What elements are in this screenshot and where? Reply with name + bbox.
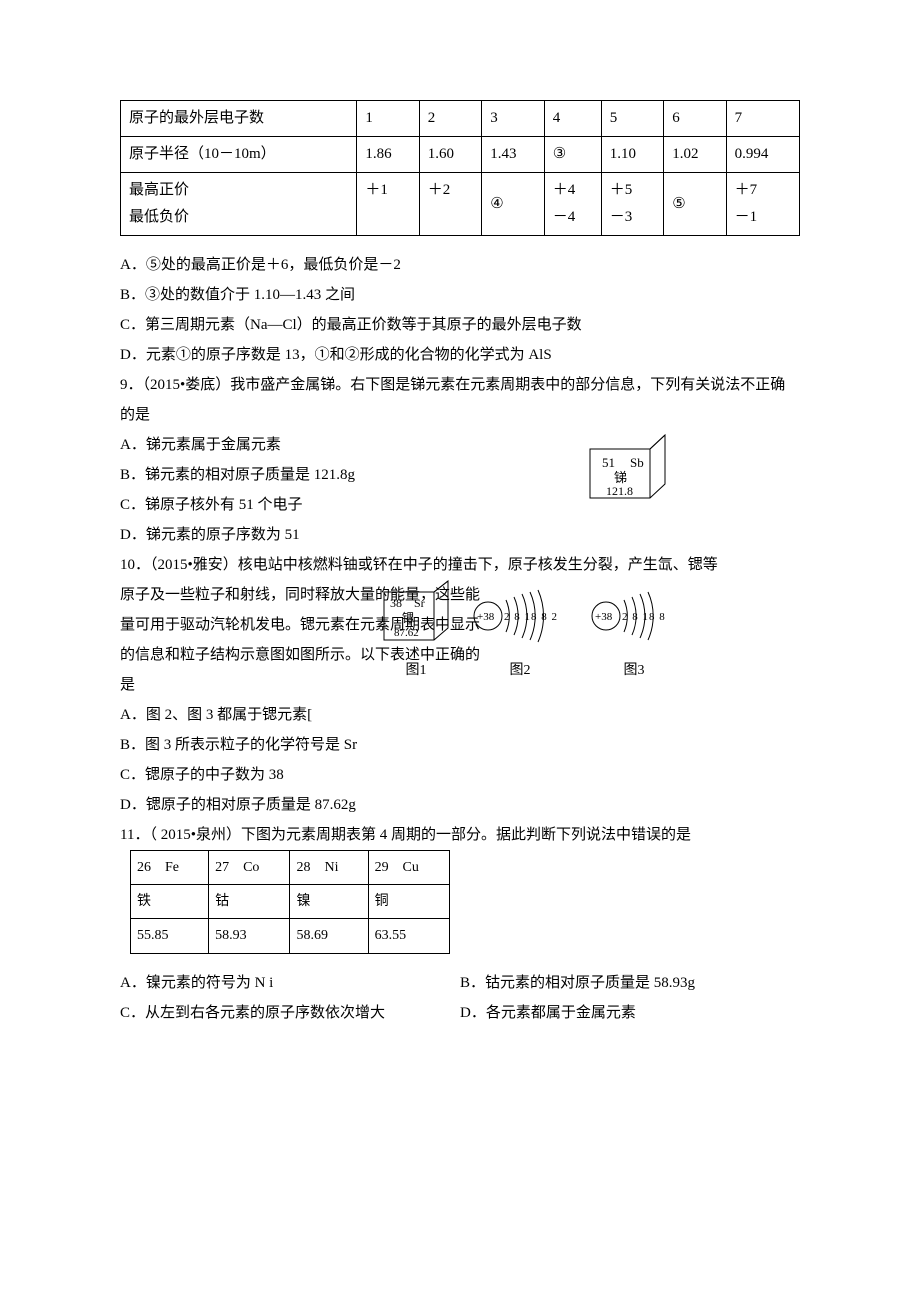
table-row: 原子半径（10－10m） 1.86 1.60 1.43 ③ 1.10 1.02 … [121,137,800,173]
sb-box-icon: 51 Sb 锑 121.8 [580,434,670,504]
q8-optB: B．③处的数值介于 1.10—1.43 之间 [120,280,800,310]
q11-options-row1: A．镍元素的符号为 N i B．钴元素的相对原子质量是 58.93g [120,968,800,998]
cell: 27 Co [209,851,290,885]
cell: 29 Cu [368,851,449,885]
fig2-atom-icon: +38 2 8 18 8 2 [470,580,570,646]
cell: ＋4 －4 [544,173,601,236]
cell: 3 [482,101,544,137]
svg-text:2 8 18 8: 2 8 18 8 [622,611,666,623]
q10-block: 38 Sr 锶 87.62 图1 +38 2 8 18 8 2 图2 [120,580,800,700]
table-q8: 原子的最外层电子数 1 2 3 4 5 6 7 原子半径（10－10m） 1.8… [120,100,800,236]
svg-text:38: 38 [390,596,402,610]
cell: 1.86 [357,137,419,173]
cell: 0.994 [726,137,799,173]
q10-figures: 38 Sr 锶 87.62 图1 +38 2 8 18 8 2 图2 [380,580,680,685]
table-row: 最高正价 最低负价 ＋1 ＋2 ④ ＋4 －4 ＋5 －3 ⑤ ＋7 －1 [121,173,800,236]
sb-name: 锑 [614,470,627,485]
sb-element-box: 51 Sb 锑 121.8 [580,434,670,515]
sb-sym: Sb [630,455,644,470]
label-high: 最高正价 [129,182,189,198]
cell: 1 [357,101,419,137]
cell: ＋5 －3 [601,173,663,236]
q11-optA: A．镍元素的符号为 N i [120,968,460,998]
fig3-atom-icon: +38 2 8 18 8 [588,580,680,646]
cell: 7 [726,101,799,137]
q9-optB: B．锑元素的相对原子质量是 121.8g [120,460,800,490]
cell-label: 原子半径（10－10m） [121,137,357,173]
val-low: －1 [735,209,758,225]
q10-stem1: 10．（2015•雅安）核电站中核燃料铀或钚在中子的撞击下，原子核发生分裂，产生… [120,550,800,580]
svg-text:+38: +38 [595,611,613,623]
q9-optC: C．锑原子核外有 51 个电子 [120,490,800,520]
cell: ⑤ [664,173,726,236]
sb-mass: 121.8 [606,484,633,498]
table-row: 原子的最外层电子数 1 2 3 4 5 6 7 [121,101,800,137]
cell: ＋2 [419,173,481,236]
cell: ＋1 [357,173,419,236]
q8-optC: C．第三周期元素（Na—Cl）的最高正价数等于其原子的最外层电子数 [120,310,800,340]
q11-optB: B．钴元素的相对原子质量是 58.93g [460,968,800,998]
cell: 4 [544,101,601,137]
table-row: 26 Fe 27 Co 28 Ni 29 Cu [131,851,450,885]
sb-num: 51 [602,455,615,470]
cell: 1.02 [664,137,726,173]
cell: 铁 [131,885,209,919]
q10-optA: A．图 2、图 3 都属于锶元素[ [120,700,800,730]
q10-optB: B．图 3 所表示粒子的化学符号是 Sr [120,730,800,760]
cell-label: 最高正价 最低负价 [121,173,357,236]
svg-text:+38: +38 [477,611,495,623]
cell: 58.93 [209,919,290,953]
cell: 铜 [368,885,449,919]
fig2-cap: 图2 [470,657,570,685]
q9-block: 51 Sb 锑 121.8 A．锑元素属于金属元素 B．锑元素的相对原子质量是 … [120,430,800,550]
val-high: ＋5 [610,182,633,198]
svg-text:87.62: 87.62 [394,627,419,639]
svg-text:锶: 锶 [402,611,414,625]
cell: 1.43 [482,137,544,173]
cell: ＋7 －1 [726,173,799,236]
cell: 6 [664,101,726,137]
fig1-box-icon: 38 Sr 锶 87.62 [380,580,452,646]
q11-options-row2: C．从左到右各元素的原子序数依次增大 D．各元素都属于金属元素 [120,998,800,1028]
cell: 55.85 [131,919,209,953]
q9-optA: A．锑元素属于金属元素 [120,430,800,460]
q8-optA: A．⑤处的最高正价是＋6，最低负价是－2 [120,250,800,280]
val-low: －3 [610,209,633,225]
q11-optD: D．各元素都属于金属元素 [460,998,800,1028]
val-high: ＋7 [735,182,758,198]
q10-optD: D．锶原子的相对原子质量是 87.62g [120,790,800,820]
q10-optC: C．锶原子的中子数为 38 [120,760,800,790]
q11-stem: 11．（ 2015•泉州）下图为元素周期表第 4 周期的一部分。据此判断下列说法… [120,820,800,850]
table-row: 55.85 58.93 58.69 63.55 [131,919,450,953]
q11-optC: C．从左到右各元素的原子序数依次增大 [120,998,460,1028]
cell: 2 [419,101,481,137]
cell: ④ [482,173,544,236]
q9-optD: D．锑元素的原子序数为 51 [120,520,800,550]
cell: 28 Ni [290,851,368,885]
cell: 镍 [290,885,368,919]
fig2: +38 2 8 18 8 2 图2 [470,580,570,685]
cell-label: 原子的最外层电子数 [121,101,357,137]
q9-stem: 9．（2015•娄底）我市盛产金属锑。右下图是锑元素在元素周期表中的部分信息，下… [120,370,800,430]
table-q11: 26 Fe 27 Co 28 Ni 29 Cu 铁 钴 镍 铜 55.85 58… [130,850,450,954]
val-high: ＋4 [553,182,576,198]
cell: 26 Fe [131,851,209,885]
cell: 5 [601,101,663,137]
cell: 钴 [209,885,290,919]
cell: 58.69 [290,919,368,953]
fig1: 38 Sr 锶 87.62 图1 [380,580,452,685]
cell: 63.55 [368,919,449,953]
svg-text:Sr: Sr [414,596,425,610]
fig1-cap: 图1 [380,657,452,685]
cell: 1.60 [419,137,481,173]
cell: ③ [544,137,601,173]
fig3: +38 2 8 18 8 图3 [588,580,680,685]
table-row: 铁 钴 镍 铜 [131,885,450,919]
cell: 1.10 [601,137,663,173]
q8-optD: D．元素①的原子序数是 13，①和②形成的化合物的化学式为 AlS [120,340,800,370]
val-low: －4 [553,209,576,225]
svg-text:2 8 18 8 2: 2 8 18 8 2 [504,611,558,623]
label-low: 最低负价 [129,209,189,225]
fig3-cap: 图3 [588,657,680,685]
